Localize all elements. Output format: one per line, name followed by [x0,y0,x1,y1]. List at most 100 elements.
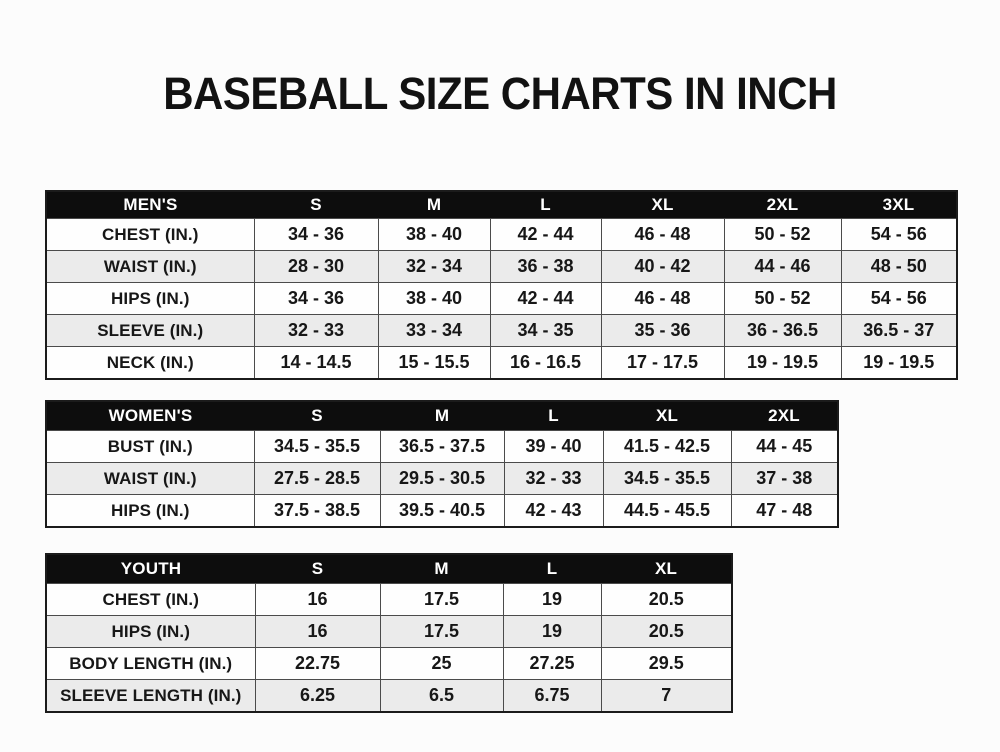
size-value-cell: 16 [254,583,381,616]
size-value-cell: 47 - 48 [730,494,839,528]
table-header-row: MEN'S S M L XL 2XL 3XL [46,191,957,219]
row-label: HIPS (IN.) [45,494,255,528]
table-header-row: YOUTH S M L XL [46,554,732,584]
table-row: HIPS (IN.) 16 17.5 19 20.5 [45,615,733,648]
size-value-cell: 22.75 [254,647,381,680]
size-value-cell: 38 - 40 [377,218,491,251]
size-value-cell: 44 - 46 [723,250,842,283]
size-value-cell: 17 - 17.5 [600,346,725,380]
size-value-cell: 19 [502,615,602,648]
group-header: YOUTH [46,554,255,584]
size-value-cell: 44 - 45 [730,430,839,463]
row-label: BODY LENGTH (IN.) [45,647,256,680]
size-value-cell: 28 - 30 [253,250,379,283]
column-header: M [378,191,490,219]
table-row: SLEEVE LENGTH (IN.) 6.25 6.5 6.75 7 [45,679,733,713]
group-header: WOMEN'S [46,401,254,431]
size-value-cell: 20.5 [600,615,733,648]
size-value-cell: 54 - 56 [840,282,958,315]
column-header: S [255,554,380,584]
table-row: WAIST (IN.) 28 - 30 32 - 34 36 - 38 40 -… [45,250,958,283]
size-value-cell: 48 - 50 [840,250,958,283]
size-value-cell: 17.5 [379,615,504,648]
row-label: SLEEVE LENGTH (IN.) [45,679,256,713]
size-value-cell: 34 - 36 [253,218,379,251]
row-label: HIPS (IN.) [45,615,256,648]
size-value-cell: 46 - 48 [600,218,725,251]
size-value-cell: 6.25 [254,679,381,713]
size-value-cell: 37 - 38 [730,462,839,495]
size-value-cell: 41.5 - 42.5 [602,430,732,463]
size-value-cell: 27.5 - 28.5 [253,462,381,495]
size-value-cell: 29.5 [600,647,733,680]
size-value-cell: 19 [502,583,602,616]
column-header: S [254,401,380,431]
size-value-cell: 36 - 36.5 [723,314,842,347]
size-value-cell: 42 - 44 [489,218,602,251]
table-row: CHEST (IN.) 34 - 36 38 - 40 42 - 44 46 -… [45,218,958,251]
womens-size-table: WOMEN'S S M L XL 2XL BUST (IN.) 34.5 - 3… [45,400,839,528]
column-header: L [504,401,603,431]
column-header: M [380,401,504,431]
size-value-cell: 32 - 34 [377,250,491,283]
size-value-cell: 40 - 42 [600,250,725,283]
size-value-cell: 16 - 16.5 [489,346,602,380]
table-row: HIPS (IN.) 37.5 - 38.5 39.5 - 40.5 42 - … [45,494,839,528]
table-row: BUST (IN.) 34.5 - 35.5 36.5 - 37.5 39 - … [45,430,839,463]
table-row: NECK (IN.) 14 - 14.5 15 - 15.5 16 - 16.5… [45,346,958,380]
column-header: XL [601,554,732,584]
size-value-cell: 7 [600,679,733,713]
column-header: XL [603,401,731,431]
size-value-cell: 34.5 - 35.5 [602,462,732,495]
row-label: CHEST (IN.) [45,583,256,616]
size-value-cell: 54 - 56 [840,218,958,251]
size-value-cell: 38 - 40 [377,282,491,315]
size-value-cell: 16 [254,615,381,648]
column-header: M [380,554,503,584]
size-value-cell: 27.25 [502,647,602,680]
column-header: 2XL [731,401,838,431]
table-row: SLEEVE (IN.) 32 - 33 33 - 34 34 - 35 35 … [45,314,958,347]
column-header: L [503,554,601,584]
row-label: BUST (IN.) [45,430,255,463]
size-value-cell: 39.5 - 40.5 [379,494,505,528]
size-value-cell: 42 - 44 [489,282,602,315]
size-value-cell: 29.5 - 30.5 [379,462,505,495]
row-label: HIPS (IN.) [45,282,255,315]
size-value-cell: 33 - 34 [377,314,491,347]
size-value-cell: 6.75 [502,679,602,713]
size-value-cell: 25 [379,647,504,680]
size-value-cell: 36 - 38 [489,250,602,283]
size-value-cell: 6.5 [379,679,504,713]
size-value-cell: 46 - 48 [600,282,725,315]
size-value-cell: 15 - 15.5 [377,346,491,380]
column-header: L [490,191,601,219]
size-value-cell: 39 - 40 [503,430,604,463]
size-value-cell: 19 - 19.5 [840,346,958,380]
size-value-cell: 34 - 35 [489,314,602,347]
size-value-cell: 50 - 52 [723,282,842,315]
size-value-cell: 50 - 52 [723,218,842,251]
column-header: 3XL [841,191,957,219]
size-value-cell: 36.5 - 37.5 [379,430,505,463]
row-label: CHEST (IN.) [45,218,255,251]
table-row: BODY LENGTH (IN.) 22.75 25 27.25 29.5 [45,647,733,680]
size-value-cell: 34.5 - 35.5 [253,430,381,463]
size-value-cell: 36.5 - 37 [840,314,958,347]
group-header: MEN'S [46,191,254,219]
column-header: XL [601,191,724,219]
row-label: WAIST (IN.) [45,462,255,495]
row-label: SLEEVE (IN.) [45,314,255,347]
column-header: 2XL [724,191,841,219]
row-label: NECK (IN.) [45,346,255,380]
size-value-cell: 32 - 33 [503,462,604,495]
column-header: S [254,191,378,219]
page-title: BASEBALL SIZE CHARTS IN INCH [163,68,837,119]
row-label: WAIST (IN.) [45,250,255,283]
size-value-cell: 35 - 36 [600,314,725,347]
size-value-cell: 14 - 14.5 [253,346,379,380]
size-value-cell: 44.5 - 45.5 [602,494,732,528]
size-value-cell: 37.5 - 38.5 [253,494,381,528]
table-row: CHEST (IN.) 16 17.5 19 20.5 [45,583,733,616]
